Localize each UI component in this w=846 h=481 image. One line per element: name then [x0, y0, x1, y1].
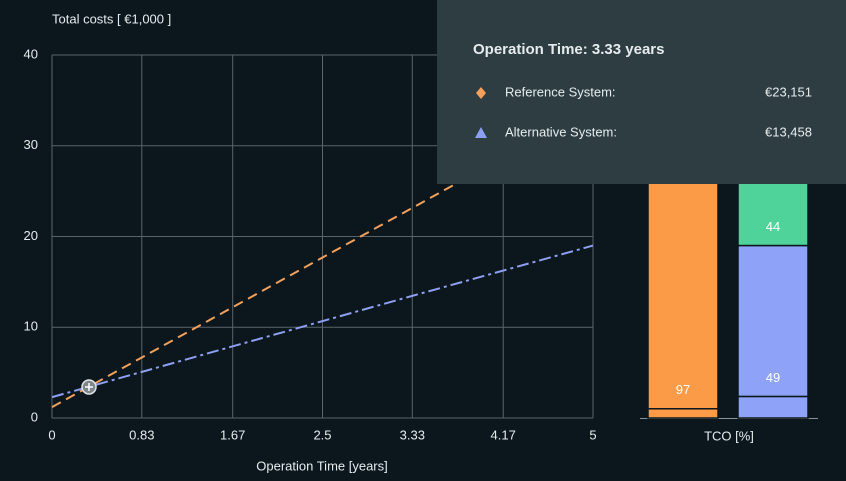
- bar-value-label: 44: [766, 219, 780, 234]
- tooltip: Operation Time: 3.33 years Reference Sys…: [437, 0, 846, 184]
- y-tick-label: 20: [24, 228, 38, 243]
- tooltip-series-name: Alternative System:: [505, 124, 617, 139]
- bar-value-label: 97: [676, 382, 690, 397]
- tooltip-value: €23,151: [765, 84, 812, 99]
- series-line: [51, 244, 594, 399]
- tooltip-title: Operation Time: 3.33 years: [473, 41, 664, 58]
- x-tick-label: 0: [48, 427, 55, 442]
- zoom-handle[interactable]: [81, 379, 97, 395]
- bar-axis-label: TCO [%]: [704, 428, 754, 443]
- tooltip-box: [437, 0, 846, 184]
- bar-segment: [647, 408, 719, 419]
- x-tick-label: 4.17: [491, 427, 516, 442]
- x-tick-label: 5: [589, 427, 596, 442]
- bar-segment: [737, 395, 809, 419]
- y-tick-label: 40: [24, 46, 38, 61]
- x-tick-label: 3.33: [400, 427, 425, 442]
- tooltip-marker: [476, 87, 486, 99]
- y-tick-label: 30: [24, 137, 38, 152]
- y-tick-label: 10: [24, 319, 38, 334]
- chart-title: Total costs [ €1,000 ]: [52, 11, 171, 26]
- x-tick-label: 1.67: [220, 427, 245, 442]
- bar-segment: [737, 244, 809, 398]
- x-axis-label: Operation Time [years]: [256, 458, 388, 473]
- bar-value-label: 49: [766, 370, 780, 385]
- tooltip-value: €13,458: [765, 124, 812, 139]
- y-tick-label: 0: [31, 409, 38, 424]
- x-tick-label: 0.83: [129, 427, 154, 442]
- tooltip-marker: [475, 127, 487, 138]
- x-tick-label: 2.5: [313, 427, 331, 442]
- tooltip-series-name: Reference System:: [505, 84, 616, 99]
